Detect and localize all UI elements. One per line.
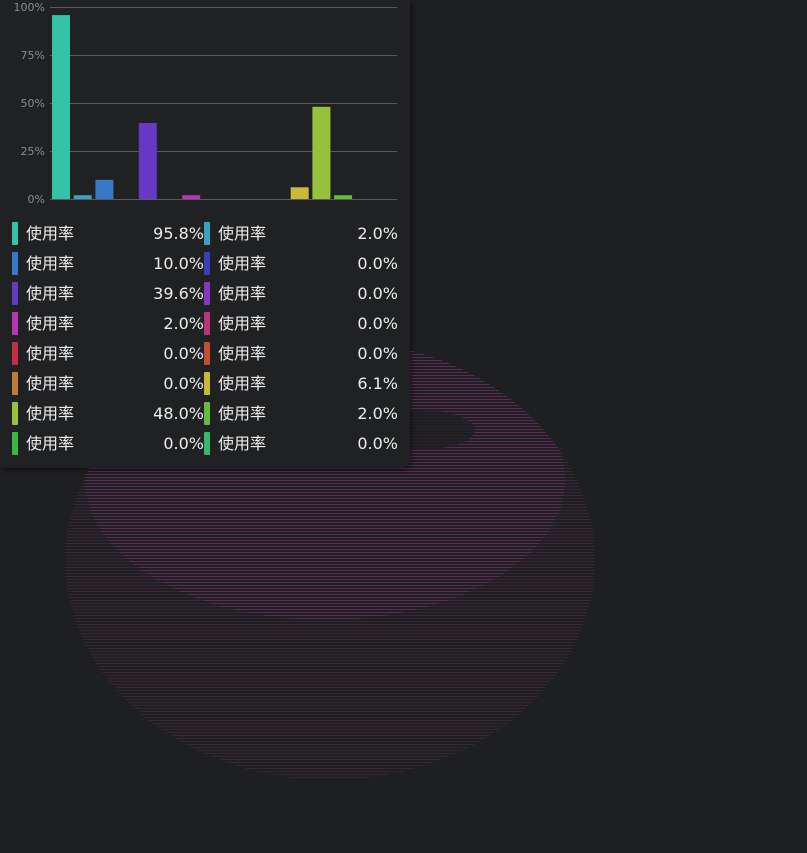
bar-5[interactable] <box>138 123 157 199</box>
legend-label: 使用率 <box>218 254 267 273</box>
legend-item-12[interactable]: 使用率 6.1% <box>204 369 398 399</box>
y-tick-label: 25% <box>21 145 45 158</box>
legend-label: 使用率 <box>26 284 75 303</box>
y-tick-label: 0% <box>28 193 45 206</box>
legend-value: 0.0% <box>163 344 204 363</box>
legend-swatch <box>204 372 210 395</box>
legend-label: 使用率 <box>218 374 267 393</box>
chart-bars <box>52 15 353 199</box>
legend-value: 2.0% <box>357 404 398 423</box>
legend-value: 95.8% <box>153 224 204 243</box>
legend-swatch <box>204 402 210 425</box>
chart-grid <box>50 7 397 200</box>
legend-label: 使用率 <box>218 344 267 363</box>
legend-label: 使用率 <box>26 314 75 333</box>
legend-swatch <box>204 432 210 455</box>
legend-label: 使用率 <box>218 404 267 423</box>
y-tick-label: 75% <box>21 49 45 62</box>
bar-1[interactable] <box>52 15 70 199</box>
legend-label: 使用率 <box>26 254 75 273</box>
legend-swatch <box>204 252 210 275</box>
legend-label: 使用率 <box>26 224 75 243</box>
usage-bar-chart: 0% 25% 50% 75% 100% <box>14 1 397 206</box>
legend-label: 使用率 <box>218 284 267 303</box>
legend-swatch <box>204 342 210 365</box>
legend-item-13[interactable]: 使用率 48.0% <box>12 399 204 429</box>
y-axis-ticks: 0% 25% 50% 75% 100% <box>14 1 45 206</box>
legend-swatch <box>204 312 210 335</box>
legend-swatch <box>12 372 18 395</box>
legend-label: 使用率 <box>26 434 75 453</box>
legend-swatch <box>12 312 18 335</box>
legend-swatch <box>204 282 210 305</box>
legend-item-3[interactable]: 使用率 10.0% <box>12 249 204 279</box>
legend-value: 0.0% <box>357 314 398 333</box>
legend-item-16[interactable]: 使用率 0.0% <box>204 429 398 459</box>
legend-value: 10.0% <box>153 254 204 273</box>
chart-legend: 使用率 95.8% 使用率 2.0% 使用率 10.0% 使用率 0.0% 使用率 39.6% 使用… <box>12 219 398 459</box>
bar-14[interactable] <box>334 195 353 199</box>
legend-value: 0.0% <box>357 284 398 303</box>
y-tick-label: 50% <box>21 97 45 110</box>
bar-13[interactable] <box>312 106 331 199</box>
usage-chart-panel: 0% 25% 50% 75% 100% 使用率 95.8% 使用率 2.0% 使用率 10.0% 使… <box>0 0 410 468</box>
legend-item-15[interactable]: 使用率 0.0% <box>12 429 204 459</box>
legend-label: 使用率 <box>26 374 75 393</box>
legend-swatch <box>204 222 210 245</box>
legend-item-8[interactable]: 使用率 0.0% <box>204 309 398 339</box>
legend-value: 0.0% <box>357 434 398 453</box>
legend-item-6[interactable]: 使用率 0.0% <box>204 279 398 309</box>
legend-value: 0.0% <box>163 374 204 393</box>
legend-value: 2.0% <box>357 224 398 243</box>
legend-item-5[interactable]: 使用率 39.6% <box>12 279 204 309</box>
bar-12[interactable] <box>290 187 309 199</box>
bar-2[interactable] <box>73 195 92 199</box>
legend-swatch <box>12 222 18 245</box>
legend-item-1[interactable]: 使用率 95.8% <box>12 219 204 249</box>
legend-item-14[interactable]: 使用率 2.0% <box>204 399 398 429</box>
legend-label: 使用率 <box>218 224 267 243</box>
legend-label: 使用率 <box>218 314 267 333</box>
legend-value: 0.0% <box>163 434 204 453</box>
legend-item-11[interactable]: 使用率 0.0% <box>12 369 204 399</box>
y-tick-label: 100% <box>14 1 45 14</box>
legend-item-4[interactable]: 使用率 0.0% <box>204 249 398 279</box>
legend-item-2[interactable]: 使用率 2.0% <box>204 219 398 249</box>
legend-swatch <box>12 342 18 365</box>
legend-value: 0.0% <box>357 344 398 363</box>
legend-value: 48.0% <box>153 404 204 423</box>
legend-swatch <box>12 252 18 275</box>
bar-7[interactable] <box>182 195 201 199</box>
legend-label: 使用率 <box>26 404 75 423</box>
legend-label: 使用率 <box>26 344 75 363</box>
legend-item-7[interactable]: 使用率 2.0% <box>12 309 204 339</box>
legend-value: 0.0% <box>357 254 398 273</box>
legend-label: 使用率 <box>218 434 267 453</box>
legend-value: 6.1% <box>357 374 398 393</box>
legend-item-9[interactable]: 使用率 0.0% <box>12 339 204 369</box>
legend-value: 39.6% <box>153 284 204 303</box>
legend-swatch <box>12 432 18 455</box>
legend-swatch <box>12 282 18 305</box>
bar-3[interactable] <box>95 179 114 199</box>
legend-item-10[interactable]: 使用率 0.0% <box>204 339 398 369</box>
legend-swatch <box>12 402 18 425</box>
legend-value: 2.0% <box>163 314 204 333</box>
